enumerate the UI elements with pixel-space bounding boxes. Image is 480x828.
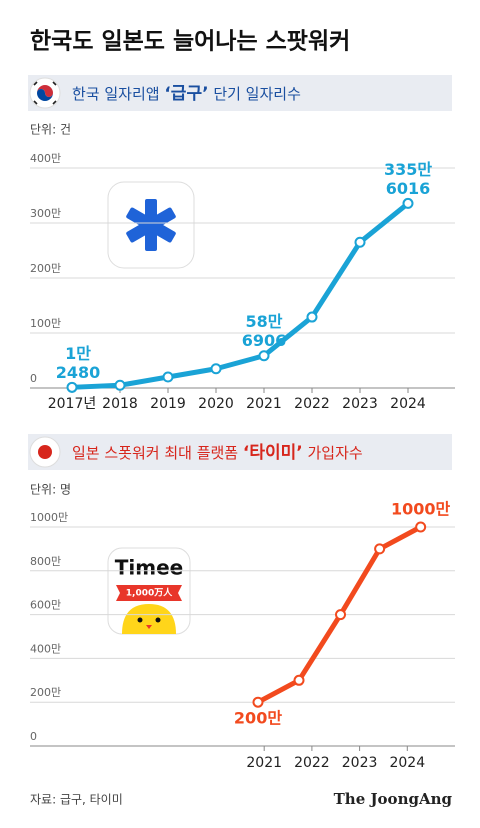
subtitle-part: 한국 일자리앱 [72,85,164,103]
x-tick-label: 2017년 [48,396,97,412]
subtitle-bar [28,75,452,111]
title: 한국도 일본도 늘어나는 스팟워커 [30,29,350,55]
point [415,521,427,533]
line [69,200,411,390]
x-tick-label: 2023 [342,755,378,771]
japan-flag [29,436,61,468]
value-label: 58만 [246,312,283,331]
point [252,696,264,708]
point [374,543,386,555]
y-tick-label: 200만 [30,686,61,699]
subtitle-part: 일본 스폿워커 최대 플랫폼 [72,444,243,462]
value-label: 2480 [56,363,101,382]
subtitle: 한국 일자리앱 ‘급구’ 단기 일자리수 [72,84,301,104]
subtitle-part: ‘타이미’ [243,443,303,463]
x-tick-label: 2021 [246,396,282,412]
point [66,381,78,393]
x-tick-label: 2024 [389,755,425,771]
x-tick-label: 2018 [102,396,138,412]
x-tick-label: 2022 [294,396,330,412]
value-label: 335만 [384,160,432,179]
point [210,363,222,375]
subtitle-part: 가입자수 [303,444,363,462]
point [402,197,414,209]
point [114,379,126,391]
point [354,236,366,248]
point [335,609,347,621]
subtitle: 일본 스폿워커 최대 플랫폼 ‘타이미’ 가입자수 [72,443,363,463]
app-icon-gupgu [107,181,195,269]
value-label: 6016 [386,179,431,198]
subtitle-part: 단기 일자리수 [209,85,301,103]
x-tick-label: 2024 [390,396,426,412]
icon-text: Timee [115,556,183,580]
point [306,311,318,323]
x-tick-label: 2021 [246,755,282,771]
value-label: 1000만 [391,500,451,519]
point [162,371,174,383]
x-tick-label: 2022 [294,755,330,771]
y-tick-label: 300만 [30,207,61,220]
icon-text: 1,000万人 [126,587,173,599]
value-label: 200만 [234,709,282,728]
x-tick-label: 2019 [150,396,186,412]
y-tick-label: 1000만 [30,511,68,524]
y-tick-label: 600만 [30,599,61,612]
y-tick-label: 400만 [30,152,61,165]
point [258,350,270,362]
x-tick-label: 2023 [342,396,378,412]
korea-flag [29,77,61,109]
y-tick-label: 800만 [30,555,61,568]
source: 자료: 급구, 타이미 [30,793,123,807]
y-tick-label: 200만 [30,262,61,275]
unit-label: 단위: 건 [30,123,71,137]
y-tick-label: 0 [30,372,37,385]
value-label: 1만 [65,344,91,363]
value-label: 6906 [242,331,287,350]
y-tick-label: 0 [30,730,37,743]
y-tick-label: 100만 [30,317,61,330]
y-tick-label: 400만 [30,642,61,655]
unit-label: 단위: 명 [30,483,71,497]
x-tick-label: 2020 [198,396,234,412]
subtitle-bar [28,434,452,470]
app-icon-timee: Timee 1,000万人 [107,547,191,635]
subtitle-part: ‘급구’ [164,84,208,104]
point [293,674,305,686]
brand: The JoongAng [334,790,453,808]
